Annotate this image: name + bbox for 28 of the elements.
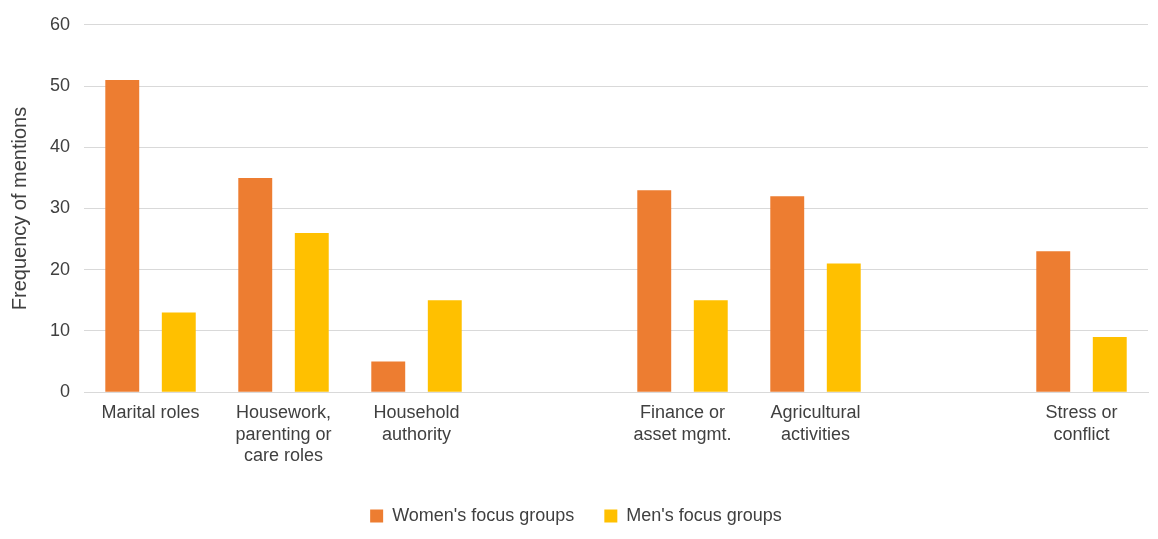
bar (238, 177, 273, 392)
x-tick-label: Housework, parenting or care roles (235, 401, 332, 466)
y-tick-label: 40 (49, 136, 71, 157)
y-axis-title: Frequency of mentions (7, 106, 30, 311)
legend-label: Men's focus groups (626, 504, 782, 525)
bar (427, 300, 462, 392)
x-tick-label: Stress or conflict (1045, 401, 1118, 444)
y-tick-label: 30 (49, 197, 71, 218)
bar (637, 190, 672, 392)
bar (770, 196, 805, 392)
bar (105, 79, 140, 392)
y-tick-label: 10 (49, 319, 71, 340)
bar (1092, 337, 1127, 392)
bar (294, 232, 329, 392)
bar (161, 312, 196, 392)
y-tick-label: 20 (49, 258, 71, 279)
bar (693, 300, 728, 392)
bar (1036, 251, 1071, 392)
y-tick-label: 50 (49, 75, 71, 95)
legend-label: Women's focus groups (392, 504, 575, 525)
bar (371, 361, 406, 392)
x-tick-label: Agricultural activities (770, 401, 861, 444)
y-tick-label: 0 (60, 381, 71, 402)
x-tick-label: Household authority (373, 401, 460, 444)
bar (826, 263, 861, 392)
x-tick-label: Marital roles (101, 401, 200, 422)
x-tick-label: Finance or asset mgmt. (633, 401, 732, 444)
y-tick-label: 60 (49, 13, 71, 34)
